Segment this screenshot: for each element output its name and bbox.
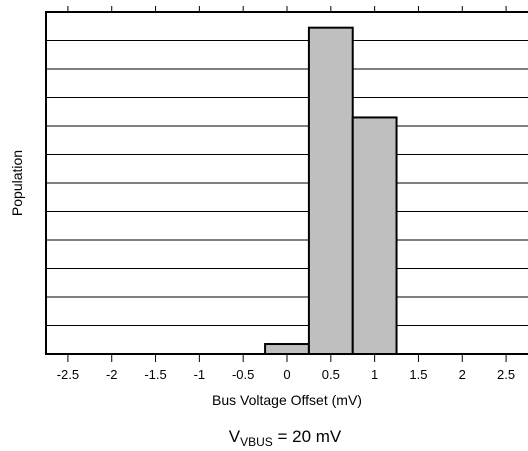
y-axis-label: Population — [9, 150, 25, 216]
plot-frame — [45, 11, 528, 355]
x-axis-label: Bus Voltage Offset (mV) — [212, 392, 362, 408]
caption-subscript: VBUS — [240, 435, 273, 449]
grid-lines — [46, 40, 528, 326]
x-tick-label: -1.5 — [144, 367, 166, 382]
x-tick-label: 1 — [371, 367, 378, 382]
x-tick-label: 1.5 — [409, 367, 427, 382]
x-tick-label: -0.5 — [232, 367, 254, 382]
chart-caption: VVBUS = 20 mV — [229, 427, 342, 449]
x-tick-label: 0.5 — [322, 367, 340, 382]
x-tick-label: -2.5 — [57, 367, 79, 382]
caption-suffix: = 20 mV — [273, 427, 342, 446]
bars — [264, 26, 398, 356]
histogram-bar — [307, 26, 354, 356]
x-tick-label: 2.5 — [497, 367, 515, 382]
x-tick-label: -2 — [106, 367, 118, 382]
x-ticks: -2.5 -2 -1.5 -1 -0.5 0 0.5 1 1.5 2 2.5 — [57, 6, 515, 382]
caption-prefix: V — [229, 427, 241, 446]
x-tick-label: 2 — [459, 367, 466, 382]
histogram-bar — [264, 343, 310, 355]
x-tick-label: 0 — [283, 367, 290, 382]
x-tick-label: -1 — [194, 367, 206, 382]
histogram-bar — [351, 116, 398, 355]
